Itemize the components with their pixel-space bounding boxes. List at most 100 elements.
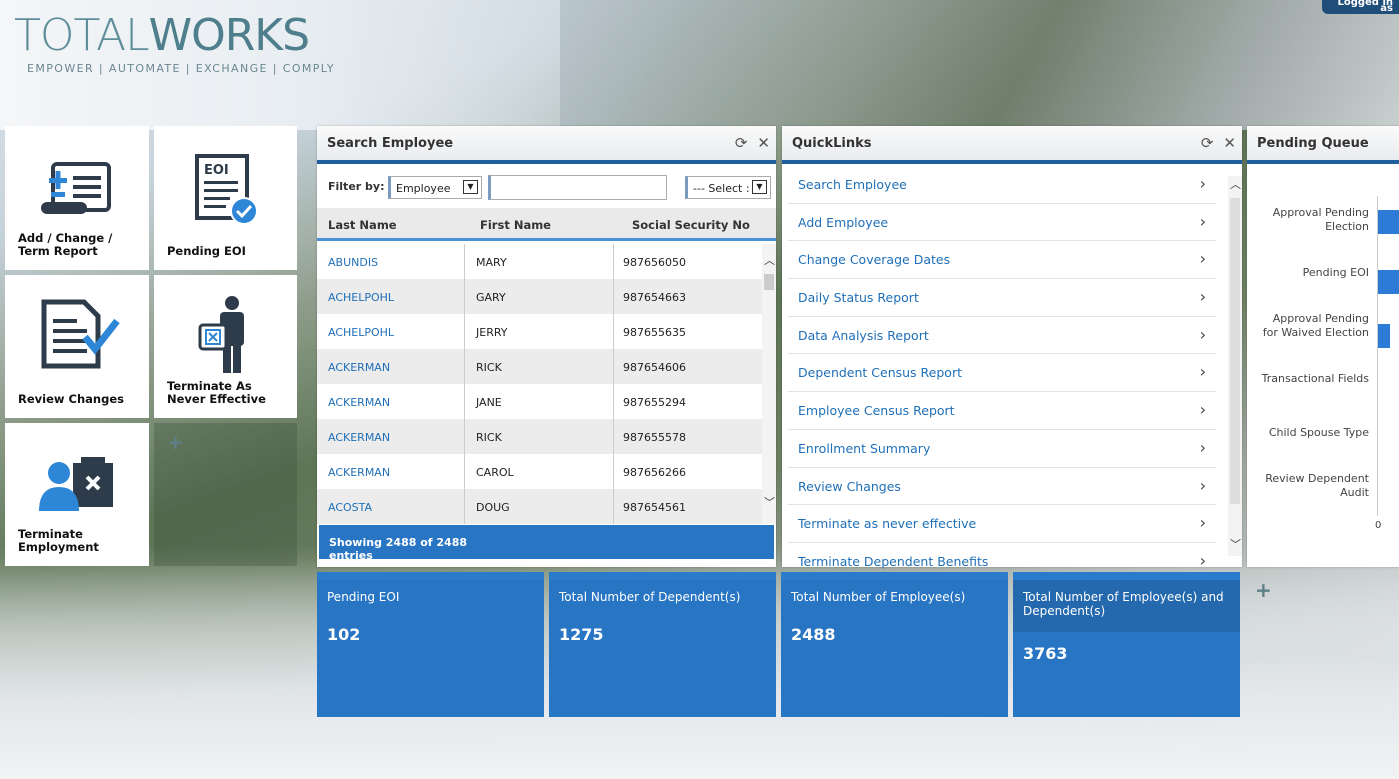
quicklink-label[interactable]: Data Analysis Report <box>798 327 929 343</box>
background-mountain <box>560 0 1399 130</box>
axis-tick-zero: 0 <box>1375 520 1382 531</box>
entries-count: Showing 2488 of 2488 entries <box>329 536 468 562</box>
first-name-cell: JERRY <box>476 326 508 339</box>
chevron-right-icon: › <box>1199 174 1206 193</box>
search-input[interactable] <box>488 175 667 200</box>
logo-part1: TOTAL <box>14 10 150 61</box>
table-row[interactable]: ACKERMAN CAROL 987656266 <box>317 454 762 489</box>
tile-review-changes[interactable]: Review Changes <box>5 275 149 418</box>
select-dropdown[interactable]: --- Select : ▼ <box>685 176 771 199</box>
last-name-link[interactable]: ACKERMAN <box>328 466 391 479</box>
quicklink-label[interactable]: Add Employee <box>798 214 889 230</box>
quicklink-item[interactable]: Terminate Dependent Benefits › <box>788 543 1216 580</box>
table-header: Last Name First Name Social Security No <box>317 208 776 241</box>
quicklink-label[interactable]: Review Changes <box>798 478 901 494</box>
quicklink-item[interactable]: Terminate as never effective › <box>788 505 1216 543</box>
add-widget-icon[interactable]: + <box>1255 578 1272 602</box>
last-name-link[interactable]: ACKERMAN <box>328 431 391 444</box>
quicklink-label[interactable]: Terminate as never effective <box>798 516 977 532</box>
quicklink-item[interactable]: Enrollment Summary › <box>788 430 1216 468</box>
chevron-down-icon[interactable]: ﹀ <box>764 496 775 509</box>
filter-type-select[interactable]: Employee ▼ <box>388 176 482 199</box>
logo: TOTALWORKS EMPOWER | AUTOMATE | EXCHANGE… <box>14 10 335 75</box>
stat-label: Pending EOI <box>317 580 544 613</box>
scrollbar-thumb[interactable] <box>764 274 774 290</box>
quicklink-item[interactable]: Change Coverage Dates › <box>788 241 1216 280</box>
table-row[interactable]: ACHELPOHL JERRY 987655635 <box>317 314 762 349</box>
first-name-cell: RICK <box>476 361 502 374</box>
stat-card-employees[interactable]: Total Number of Employee(s) 2488 <box>781 572 1008 717</box>
table-row[interactable]: ABUNDIS MARY 987656050 <box>317 244 762 279</box>
tile-label: Terminate As Never Effective <box>167 379 266 406</box>
chevron-right-icon: › <box>1199 475 1206 495</box>
first-name-cell: GARY <box>476 291 506 304</box>
stat-value: 3763 <box>1023 644 1068 663</box>
chevron-down-icon: ▼ <box>463 180 478 194</box>
tile-terminate-employment[interactable]: Terminate Employment <box>5 423 149 566</box>
quicklink-item[interactable]: Employee Census Report › <box>788 392 1216 430</box>
stat-card-pending-eoi[interactable]: Pending EOI 102 <box>317 572 544 717</box>
quicklink-label[interactable]: Change Coverage Dates <box>798 252 951 268</box>
chart-category-label: Approval Pending for Waived Election <box>1262 312 1369 339</box>
tile-label: Pending EOI <box>167 244 246 258</box>
table-row[interactable]: ACOSTA DOUG 987654561 <box>317 489 762 524</box>
stat-card-dependents[interactable]: Total Number of Dependent(s) 1275 <box>549 572 776 717</box>
eoi-icon-text: EOI <box>204 163 229 178</box>
stat-topline <box>317 572 544 580</box>
table-row[interactable]: ACHELPOHL GARY 987654663 <box>317 279 762 314</box>
quicklink-label[interactable]: Enrollment Summary <box>798 440 931 456</box>
scrollbar-thumb[interactable] <box>1230 198 1240 504</box>
quicklink-label[interactable]: Employee Census Report <box>798 403 955 419</box>
quicklink-label[interactable]: Daily Status Report <box>798 290 919 306</box>
employee-table-body: ABUNDIS MARY 987656050 ACHELPOHL GARY 987654… <box>317 244 762 524</box>
quicklink-item[interactable]: Dependent Census Report › <box>788 354 1216 393</box>
logged-in-tab[interactable]: Logged in as <box>1322 0 1399 14</box>
stat-card-employees-dependents[interactable]: Total Number of Employee(s) and Dependen… <box>1013 572 1240 717</box>
last-name-link[interactable]: ACKERMAN <box>328 396 391 409</box>
quicklink-label[interactable]: Dependent Census Report <box>798 365 962 381</box>
table-scrollbar[interactable]: ︿ ﹀ <box>762 244 776 524</box>
last-name-link[interactable]: ACKERMAN <box>328 361 391 374</box>
quicklinks-scrollbar[interactable]: ︿ ﹀ <box>1228 176 1242 556</box>
quicklink-item[interactable]: Review Changes › <box>788 468 1216 506</box>
table-row[interactable]: ACKERMAN RICK 987655578 <box>317 419 762 454</box>
ssn-cell: 987655635 <box>623 326 686 339</box>
quicklink-item[interactable]: Data Analysis Report › <box>788 317 1216 355</box>
add-tile-icon[interactable]: + <box>167 430 184 454</box>
tile-add-change-term-report[interactable]: Add / Change / Term Report <box>5 126 149 270</box>
chevron-down-icon[interactable]: ﹀ <box>1230 538 1241 551</box>
tile-empty-slot <box>154 423 297 566</box>
chevron-up-icon[interactable]: ︿ <box>764 254 775 267</box>
quicklink-item[interactable]: Search Employee › <box>788 166 1216 204</box>
refresh-icon[interactable]: ⟳ <box>1200 134 1214 152</box>
tile-pending-eoi[interactable]: EOI Pending EOI <box>154 126 297 270</box>
quicklink-item[interactable]: Daily Status Report › <box>788 279 1216 317</box>
last-name-link[interactable]: ACHELPOHL <box>328 326 395 339</box>
column-header-ssn[interactable]: Social Security No <box>632 218 750 232</box>
chart-bar[interactable] <box>1378 210 1399 234</box>
tile-label: Terminate Employment <box>18 527 99 554</box>
table-row[interactable]: ACKERMAN RICK 987654606 <box>317 349 762 384</box>
table-row[interactable]: ACKERMAN JANE 987655294 <box>317 384 762 419</box>
quicklink-item[interactable]: Add Employee › <box>788 204 1216 242</box>
chart-category-label: Review Dependent Audit <box>1265 472 1369 499</box>
filter-bar: Filter by: Employee ▼ --- Select : ▼ <box>317 164 776 208</box>
tile-terminate-as-never-effective[interactable]: Terminate As Never Effective <box>154 275 297 418</box>
close-icon[interactable]: ✕ <box>757 134 770 152</box>
chart-category-label: Approval Pending Election <box>1272 206 1369 233</box>
refresh-icon[interactable]: ⟳ <box>734 134 748 152</box>
panel-header: Pending Queue <box>1247 126 1399 164</box>
chart-bar[interactable] <box>1378 270 1399 294</box>
first-name-cell: MARY <box>476 256 507 269</box>
last-name-link[interactable]: ACHELPOHL <box>328 291 395 304</box>
quicklink-label[interactable]: Search Employee <box>798 177 907 192</box>
column-header-first-name[interactable]: First Name <box>480 218 551 232</box>
close-icon[interactable]: ✕ <box>1223 134 1236 152</box>
chart-bar[interactable] <box>1378 324 1390 348</box>
quicklink-label[interactable]: Terminate Dependent Benefits <box>798 553 989 569</box>
filter-label: Filter by: <box>328 180 385 193</box>
column-header-last-name[interactable]: Last Name <box>328 218 397 232</box>
last-name-link[interactable]: ABUNDIS <box>328 256 379 269</box>
last-name-link[interactable]: ACOSTA <box>328 501 373 514</box>
chevron-up-icon[interactable]: ︿ <box>1230 178 1241 191</box>
